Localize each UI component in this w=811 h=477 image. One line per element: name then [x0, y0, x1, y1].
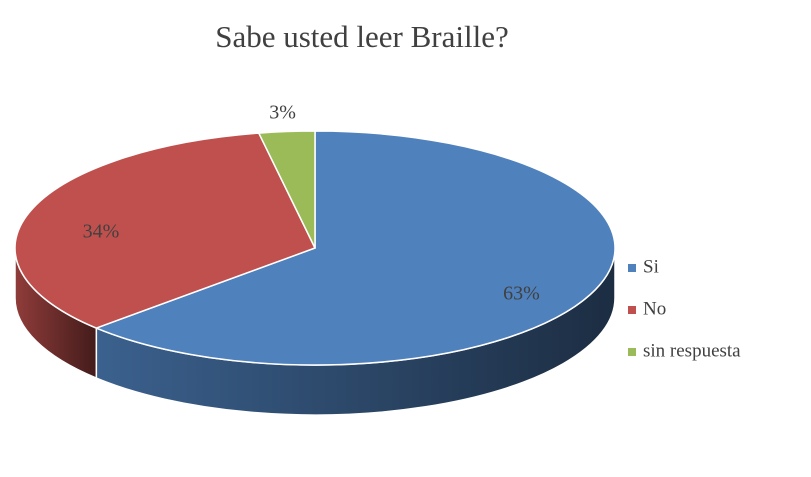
slice	[257, 130, 316, 249]
data-label: 34%	[83, 220, 120, 242]
data-label: 3%	[269, 102, 296, 124]
slice	[94, 130, 616, 366]
legend-swatch	[628, 348, 636, 356]
slice	[14, 132, 317, 329]
data-label: 63%	[503, 282, 540, 304]
legend-swatch	[628, 264, 636, 272]
legend-label: No	[643, 298, 666, 319]
chart-title: Sabe usted leer Braille?	[215, 19, 509, 54]
legend-label: Si	[643, 256, 659, 277]
legend-label: sin respuesta	[643, 340, 741, 361]
legend-swatch	[628, 306, 636, 314]
